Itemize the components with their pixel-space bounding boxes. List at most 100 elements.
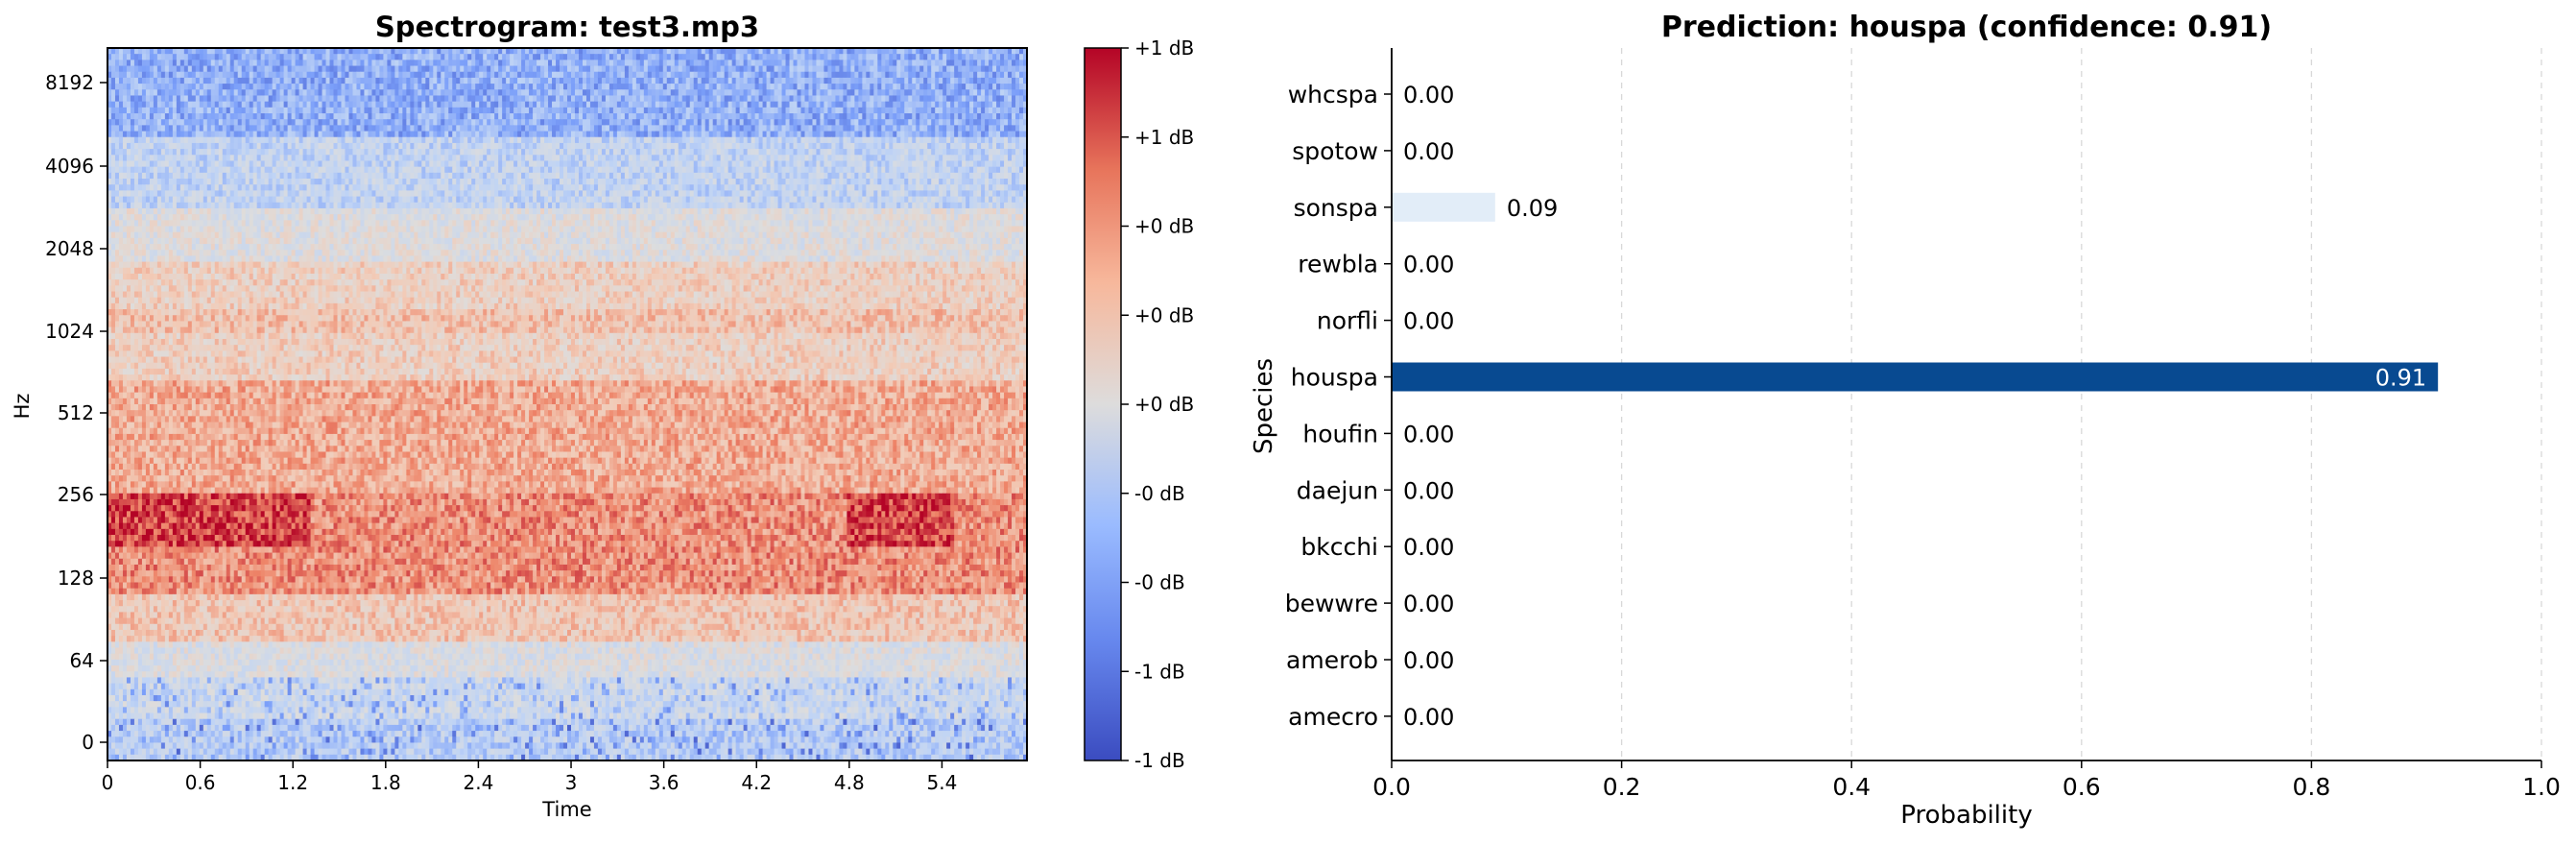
spectrogram-cell bbox=[252, 113, 258, 120]
spectrogram-cell bbox=[820, 60, 825, 67]
spectrogram-cell bbox=[452, 54, 457, 60]
spectrogram-cell bbox=[556, 155, 561, 162]
spectrogram-cell bbox=[379, 155, 384, 162]
spectrogram-cell bbox=[560, 166, 564, 174]
spectrogram-cell bbox=[444, 125, 449, 133]
spectrogram-cell bbox=[946, 60, 951, 67]
spectrogram-cell bbox=[827, 136, 833, 144]
spectrogram-cell bbox=[149, 131, 155, 138]
spectrogram-cell bbox=[494, 107, 499, 114]
spectrogram-cell bbox=[731, 131, 737, 138]
spectrogram-cell bbox=[256, 60, 262, 67]
spectrogram-cell bbox=[226, 101, 231, 109]
spectrogram-cell bbox=[145, 107, 151, 114]
spectrogram-cell bbox=[137, 155, 143, 162]
spectrogram-cell bbox=[506, 48, 511, 55]
spectrogram-cell bbox=[414, 60, 418, 67]
spectrogram-cell bbox=[916, 60, 920, 67]
spectrogram-cell bbox=[655, 48, 660, 55]
spectrogram-cell bbox=[605, 71, 610, 79]
spectrogram-cell bbox=[433, 149, 438, 156]
spectrogram-cell bbox=[739, 125, 745, 133]
spectrogram-cell bbox=[643, 89, 649, 97]
spectrogram-cell bbox=[697, 54, 703, 60]
spectrogram-cell bbox=[870, 131, 874, 138]
spectrogram-cell bbox=[544, 160, 549, 168]
spectrogram-cell bbox=[931, 119, 936, 126]
spectrogram-cell bbox=[751, 125, 756, 133]
spectrogram-cell bbox=[214, 95, 220, 103]
spectrogram-cell bbox=[537, 107, 541, 114]
spectrogram-cell bbox=[448, 125, 453, 133]
spectrogram-cell bbox=[900, 149, 905, 156]
spectrogram-cell bbox=[502, 48, 507, 55]
spectrogram-cell bbox=[548, 131, 553, 138]
spectrogram-cell bbox=[912, 54, 917, 60]
spectrogram-cell bbox=[735, 48, 741, 55]
spectrogram-cell bbox=[570, 113, 576, 120]
spectrogram-cell bbox=[716, 95, 722, 103]
spectrogram-cell bbox=[475, 119, 480, 126]
spectrogram-cell bbox=[156, 95, 162, 103]
spectrogram-cell bbox=[398, 89, 403, 97]
spectrogram-cell bbox=[697, 142, 703, 150]
spectrogram-cell bbox=[137, 160, 143, 168]
spectrogram-cell bbox=[870, 113, 874, 120]
spectrogram-cell bbox=[525, 166, 530, 174]
spectrogram-cell bbox=[989, 54, 993, 60]
spectrogram-cell bbox=[635, 166, 641, 174]
spectrogram-cell bbox=[973, 136, 978, 144]
spectrogram-cell bbox=[935, 60, 940, 67]
spectrogram-cell bbox=[712, 84, 718, 90]
spectrogram-cell bbox=[574, 142, 580, 150]
spectrogram-cell bbox=[912, 60, 917, 67]
spectrogram-cell bbox=[460, 136, 465, 144]
spectrogram-cell bbox=[981, 77, 986, 84]
spectrogram-cell bbox=[585, 95, 591, 103]
spectrogram-cell bbox=[578, 95, 584, 103]
spectrogram-cell bbox=[183, 155, 189, 162]
spectrogram-cell bbox=[268, 84, 274, 90]
spectrogram-cell bbox=[387, 149, 392, 156]
spectrogram-cell bbox=[325, 89, 331, 97]
spectrogram-cell bbox=[560, 155, 564, 162]
spectrogram-cell bbox=[624, 101, 630, 109]
spectrogram-cell bbox=[624, 155, 630, 162]
spectrogram-cell bbox=[877, 60, 882, 67]
spectrogram-cell bbox=[589, 107, 595, 114]
spectrogram-cell bbox=[379, 89, 384, 97]
spectrogram-cell bbox=[360, 119, 366, 126]
spectrogram-cell bbox=[639, 89, 645, 97]
spectrogram-cell bbox=[996, 125, 1001, 133]
spectrogram-cell bbox=[383, 166, 388, 174]
spectrogram-cell bbox=[827, 77, 833, 84]
spectrogram-cell bbox=[567, 65, 572, 73]
spectrogram-cell bbox=[187, 142, 193, 150]
spectrogram-cell bbox=[448, 131, 453, 138]
spectrogram-cell bbox=[291, 54, 297, 60]
spectrogram-cell bbox=[460, 166, 465, 174]
spectrogram-cell bbox=[429, 113, 434, 120]
spectrogram-cell bbox=[375, 131, 381, 138]
spectrogram-cell bbox=[793, 101, 799, 109]
spectrogram-cell bbox=[467, 48, 472, 55]
spectrogram-cell bbox=[731, 166, 737, 174]
spectrogram-cell bbox=[149, 107, 155, 114]
spectrogram-cell bbox=[245, 160, 250, 168]
spectrogram-cell bbox=[785, 54, 791, 60]
spectrogram-cell bbox=[176, 48, 181, 55]
spectrogram-cell bbox=[954, 54, 959, 60]
spectrogram-cell bbox=[387, 77, 392, 84]
spectrogram-cell bbox=[866, 131, 871, 138]
spectrogram-cell bbox=[425, 149, 430, 156]
spectrogram-cell bbox=[593, 160, 599, 168]
spectrogram-cell bbox=[1004, 54, 1009, 60]
spectrogram-cell bbox=[601, 160, 607, 168]
spectrogram-cell bbox=[843, 125, 847, 133]
spectrogram-cell bbox=[552, 125, 557, 133]
spectrogram-cell bbox=[850, 149, 855, 156]
spectrogram-cell bbox=[647, 131, 653, 138]
spectrogram-cell bbox=[187, 155, 193, 162]
spectrogram-cell bbox=[203, 166, 208, 174]
spectrogram-cell bbox=[881, 101, 886, 109]
